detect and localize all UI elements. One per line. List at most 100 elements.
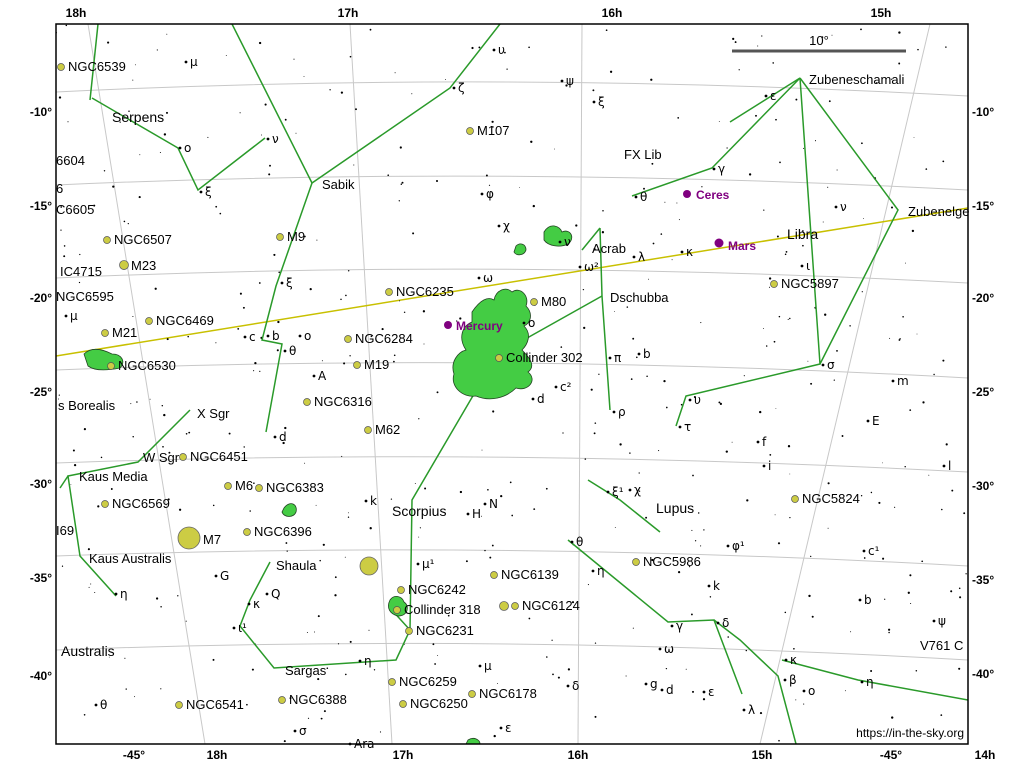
mars-marker[interactable] bbox=[714, 238, 724, 248]
ceres-marker[interactable] bbox=[683, 190, 691, 198]
background-star bbox=[370, 335, 373, 338]
credit-link[interactable]: https://in-the-sky.org bbox=[856, 726, 964, 740]
background-star bbox=[185, 432, 188, 435]
cluster-marker[interactable] bbox=[466, 127, 474, 135]
background-star bbox=[827, 527, 829, 529]
cluster-marker[interactable] bbox=[145, 317, 153, 325]
background-star bbox=[355, 108, 357, 111]
background-star bbox=[125, 688, 127, 690]
star-dot bbox=[483, 502, 487, 506]
star-designation: Q bbox=[271, 587, 280, 601]
background-star bbox=[70, 484, 72, 486]
background-star bbox=[108, 656, 110, 658]
star-label: W Sgr bbox=[143, 450, 180, 465]
cluster-marker[interactable] bbox=[107, 362, 115, 370]
cluster-marker[interactable] bbox=[364, 426, 372, 434]
cluster-marker[interactable] bbox=[632, 558, 640, 566]
cluster-marker[interactable] bbox=[490, 571, 498, 579]
deep-sky-label: NGC5986 bbox=[643, 554, 701, 569]
background-star bbox=[959, 596, 962, 599]
star-dot bbox=[497, 224, 501, 228]
background-star bbox=[306, 632, 308, 633]
cluster-marker[interactable] bbox=[499, 601, 509, 611]
cluster-marker[interactable] bbox=[175, 701, 183, 709]
background-star bbox=[381, 328, 384, 331]
background-star bbox=[423, 343, 425, 345]
cluster-marker[interactable] bbox=[119, 260, 129, 270]
star-designation: ο bbox=[808, 684, 815, 698]
star-dot bbox=[834, 205, 838, 209]
cluster-marker[interactable] bbox=[179, 453, 187, 461]
background-star bbox=[434, 663, 436, 665]
mercury-marker[interactable] bbox=[444, 321, 452, 329]
cluster-marker[interactable] bbox=[388, 678, 396, 686]
star-designation: φ¹ bbox=[732, 539, 745, 553]
background-star bbox=[394, 72, 396, 74]
cluster-marker[interactable] bbox=[770, 280, 778, 288]
background-star bbox=[916, 333, 918, 335]
background-star bbox=[424, 487, 427, 490]
background-star bbox=[160, 605, 162, 608]
star-dot bbox=[247, 602, 251, 606]
cluster-marker[interactable] bbox=[791, 495, 799, 503]
background-star bbox=[769, 454, 772, 456]
background-star bbox=[891, 716, 894, 719]
star-designation: κ bbox=[686, 245, 693, 259]
background-star bbox=[435, 179, 439, 183]
cluster-marker[interactable] bbox=[276, 233, 284, 241]
dec-tick-right: -30° bbox=[972, 479, 994, 493]
star-dot bbox=[764, 94, 768, 98]
cluster-marker[interactable] bbox=[405, 627, 413, 635]
cluster-marker[interactable] bbox=[243, 528, 251, 536]
star-label: Kaus Australis bbox=[89, 551, 172, 566]
cluster-marker[interactable] bbox=[511, 602, 519, 610]
background-star bbox=[878, 501, 881, 504]
cluster-marker[interactable] bbox=[344, 335, 352, 343]
cluster-marker[interactable] bbox=[278, 696, 286, 704]
star-dot bbox=[712, 167, 716, 171]
background-star bbox=[731, 441, 733, 443]
cluster-marker[interactable] bbox=[177, 526, 201, 550]
background-star bbox=[400, 183, 403, 186]
star-dot bbox=[478, 664, 482, 668]
cluster-marker[interactable] bbox=[397, 586, 405, 594]
background-star bbox=[411, 93, 413, 95]
cluster-marker[interactable] bbox=[399, 700, 407, 708]
cluster-marker[interactable] bbox=[359, 556, 379, 576]
cluster-marker[interactable] bbox=[530, 298, 538, 306]
cluster-marker[interactable] bbox=[101, 329, 109, 337]
background-star bbox=[565, 84, 568, 87]
star-dot bbox=[94, 703, 98, 707]
cluster-marker[interactable] bbox=[468, 690, 476, 698]
background-star bbox=[78, 281, 81, 284]
background-star bbox=[899, 338, 901, 340]
background-star bbox=[772, 62, 774, 64]
star-dot bbox=[591, 569, 595, 573]
star-designation: d bbox=[537, 392, 545, 406]
dec-tick-right: -15° bbox=[972, 199, 994, 213]
cluster-marker[interactable] bbox=[353, 361, 361, 369]
background-star bbox=[401, 181, 404, 184]
cluster-marker[interactable] bbox=[57, 63, 65, 71]
cluster-marker[interactable] bbox=[393, 606, 401, 614]
background-star bbox=[761, 35, 763, 37]
cluster-marker[interactable] bbox=[103, 236, 111, 244]
background-star bbox=[784, 253, 787, 256]
star-dot bbox=[114, 592, 118, 596]
cluster-marker[interactable] bbox=[101, 500, 109, 508]
ra-tick-bottom: 17h bbox=[393, 748, 414, 762]
background-star bbox=[582, 288, 585, 291]
background-star bbox=[303, 76, 305, 78]
cluster-marker[interactable] bbox=[303, 398, 311, 406]
constellation-name: Australis bbox=[61, 643, 115, 659]
background-star bbox=[664, 201, 666, 203]
cluster-marker[interactable] bbox=[255, 484, 263, 492]
cluster-marker[interactable] bbox=[385, 288, 393, 296]
background-star bbox=[79, 253, 81, 256]
cluster-marker[interactable] bbox=[224, 482, 232, 490]
cluster-marker[interactable] bbox=[495, 354, 503, 362]
star-designation: ω bbox=[664, 642, 674, 656]
background-star bbox=[738, 69, 740, 71]
